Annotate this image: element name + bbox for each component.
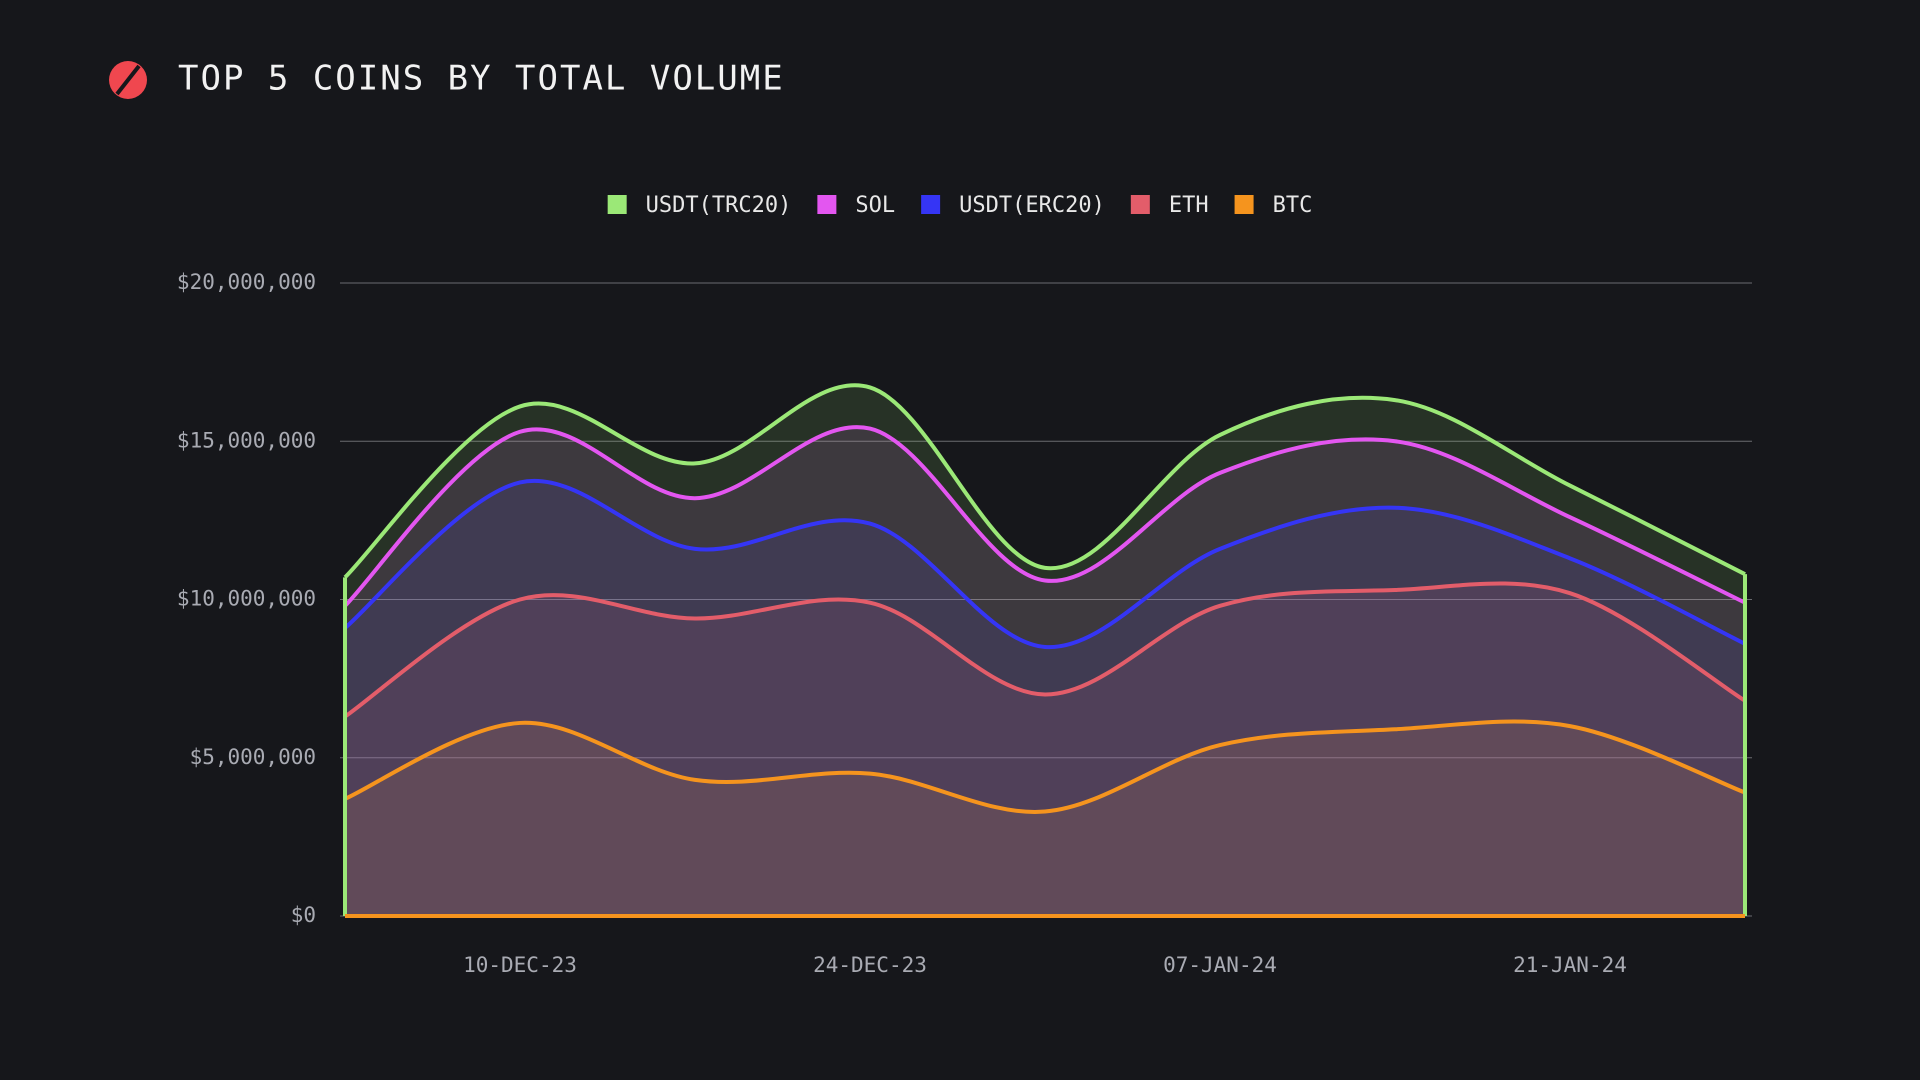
legend-label: BTC (1273, 193, 1313, 218)
y-tick-label: $10,000,000 (177, 587, 316, 611)
legend-swatch (607, 195, 627, 214)
legend-swatch (921, 195, 941, 214)
y-tick-label: $5,000,000 (190, 745, 316, 769)
legend: USDT(TRC20) SOL USDT(ERC20) ETH BTC (607, 193, 1313, 218)
area-line (343, 581, 1747, 719)
area-fill (345, 385, 1745, 916)
x-tick-label: 10-DEC-23 (463, 953, 577, 977)
area-lines (343, 383, 1747, 918)
area-line (343, 383, 1746, 579)
area-line (343, 478, 1746, 649)
legend-label: USDT(TRC20) (646, 193, 792, 218)
y-tick-label: $20,000,000 (177, 270, 316, 294)
area-line (344, 719, 1746, 814)
y-tick-label: $0 (291, 903, 316, 927)
y-tick-label: $15,000,000 (177, 428, 316, 452)
logo-icon (109, 61, 147, 99)
legend-swatch (1130, 195, 1150, 214)
x-tick-label: 24-DEC-23 (813, 953, 927, 977)
legend-label: USDT(ERC20) (959, 193, 1105, 218)
legend-label: ETH (1169, 193, 1209, 218)
area-line (343, 425, 1746, 608)
legend-label: SOL (855, 193, 895, 218)
area-fill (345, 721, 1745, 916)
x-tick-label: 07-JAN-24 (1163, 953, 1277, 977)
x-tick-label: 21-JAN-24 (1513, 953, 1627, 977)
legend-swatch (1234, 195, 1254, 214)
chart-title: TOP 5 COINS BY TOTAL VOLUME (178, 59, 785, 99)
area-fill (345, 583, 1745, 916)
legend-swatch (817, 195, 837, 214)
